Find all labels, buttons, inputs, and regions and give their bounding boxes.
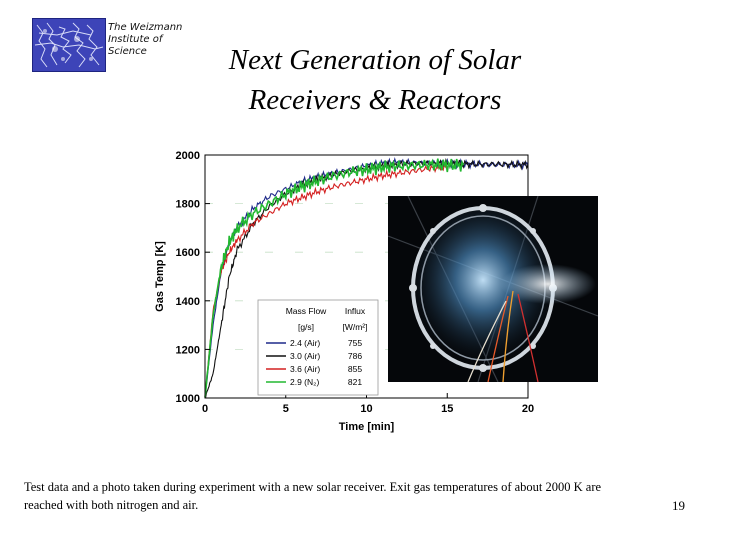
x-axis-label: Time [min] xyxy=(339,421,395,433)
series-line xyxy=(204,156,529,399)
y-tick-label: 1400 xyxy=(176,296,200,308)
legend-series-name: 3.6 (Air) xyxy=(290,364,320,374)
legend-header-mass-flow: Mass Flow xyxy=(286,306,327,316)
legend-series-name: 3.0 (Air) xyxy=(290,351,320,361)
y-tick-label: 1000 xyxy=(176,393,200,405)
x-tick-label: 0 xyxy=(202,403,208,415)
legend-series-influx: 821 xyxy=(348,377,362,387)
chart-ticks: 0 5 10 15 20 1000 1200 1400 1600 1800 2000 xyxy=(176,150,535,415)
x-tick-label: 15 xyxy=(441,403,453,415)
logo-caption: The Weizmann Institute of Science xyxy=(108,22,198,58)
chart-legend: Mass Flow Influx [g/s] [W/m²] 2.4 (Air) 755 3.… xyxy=(257,299,379,396)
legend-series-name: 2.9 (N₂) xyxy=(290,377,319,387)
x-tick-label: 5 xyxy=(283,403,289,415)
series-line xyxy=(204,158,465,398)
slide-title-line: Receivers & Reactors xyxy=(248,84,502,116)
legend-series-influx: 786 xyxy=(348,351,362,361)
weizmann-logo xyxy=(32,18,106,72)
x-tick-label: 10 xyxy=(360,403,372,415)
x-tick-label: 20 xyxy=(522,403,534,415)
legend-box xyxy=(257,299,379,396)
legend-series-influx: 855 xyxy=(348,364,362,374)
legend-series-name: 2.4 (Air) xyxy=(290,338,320,348)
legend-series-influx: 755 xyxy=(348,338,362,348)
legend-unit-influx: [W/m²] xyxy=(342,322,367,332)
slide-caption: Test data and a photo taken during exper… xyxy=(24,480,602,512)
y-tick-label: 1800 xyxy=(176,199,200,211)
logo-emblem-icon xyxy=(33,19,105,71)
logo-caption-line: Institute of xyxy=(108,34,163,45)
slide-title-line: Next Generation of Solar xyxy=(228,44,522,76)
logo-caption-line: The Weizmann xyxy=(108,22,183,33)
chart-series xyxy=(204,156,529,399)
logo-caption-line: Science xyxy=(108,46,147,57)
receiver-photo xyxy=(388,196,598,382)
y-axis-label: Gas Temp [K] xyxy=(154,241,166,312)
legend-unit-mass-flow: [g/s] xyxy=(298,322,314,332)
series-line xyxy=(204,161,448,398)
legend-header-influx: Influx xyxy=(345,306,366,316)
page-number: 19 xyxy=(672,498,685,513)
slide-title: Next Generation of Solar Receivers & Rea… xyxy=(190,40,560,120)
series-line xyxy=(204,157,529,398)
y-tick-label: 1600 xyxy=(176,247,200,259)
y-tick-label: 1200 xyxy=(176,344,200,356)
y-tick-label: 2000 xyxy=(176,150,200,162)
